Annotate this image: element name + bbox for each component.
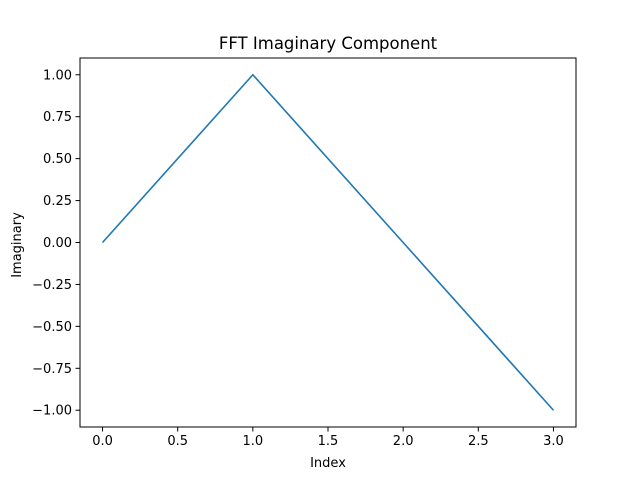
y-tick-label: −0.75 — [32, 362, 72, 377]
y-tick-label: 0.50 — [43, 152, 72, 167]
x-tick-label: 1.0 — [243, 434, 264, 449]
x-tick-label: 1.5 — [318, 434, 339, 449]
y-tick-label: −1.00 — [32, 404, 72, 419]
x-tick-label: 2.5 — [468, 434, 489, 449]
axes-frame — [79, 57, 577, 428]
x-tick-label: 2.0 — [393, 434, 414, 449]
y-tick-label: 0.75 — [43, 110, 72, 125]
y-tick-label: −0.25 — [32, 278, 72, 293]
x-tick-label: 0.5 — [167, 434, 188, 449]
x-tick-label: 0.0 — [92, 434, 113, 449]
y-tick-label: 1.00 — [43, 68, 72, 83]
y-tick-label: 0.00 — [43, 236, 72, 251]
y-axis-label: Imaginary — [10, 212, 25, 278]
x-tick-label: 3.0 — [543, 434, 564, 449]
y-tick-label: 0.25 — [43, 194, 72, 209]
series-line — [101, 73, 555, 411]
y-tick-label: −0.50 — [32, 320, 72, 335]
plot-area: 0.0 0.5 1.0 1.5 2.0 2.5 3.0 1.00 0.75 0.50 0.25 0.0… — [32, 68, 564, 449]
chart-title: FFT Imaginary Component — [219, 34, 438, 53]
x-axis-label: Index — [310, 456, 346, 471]
